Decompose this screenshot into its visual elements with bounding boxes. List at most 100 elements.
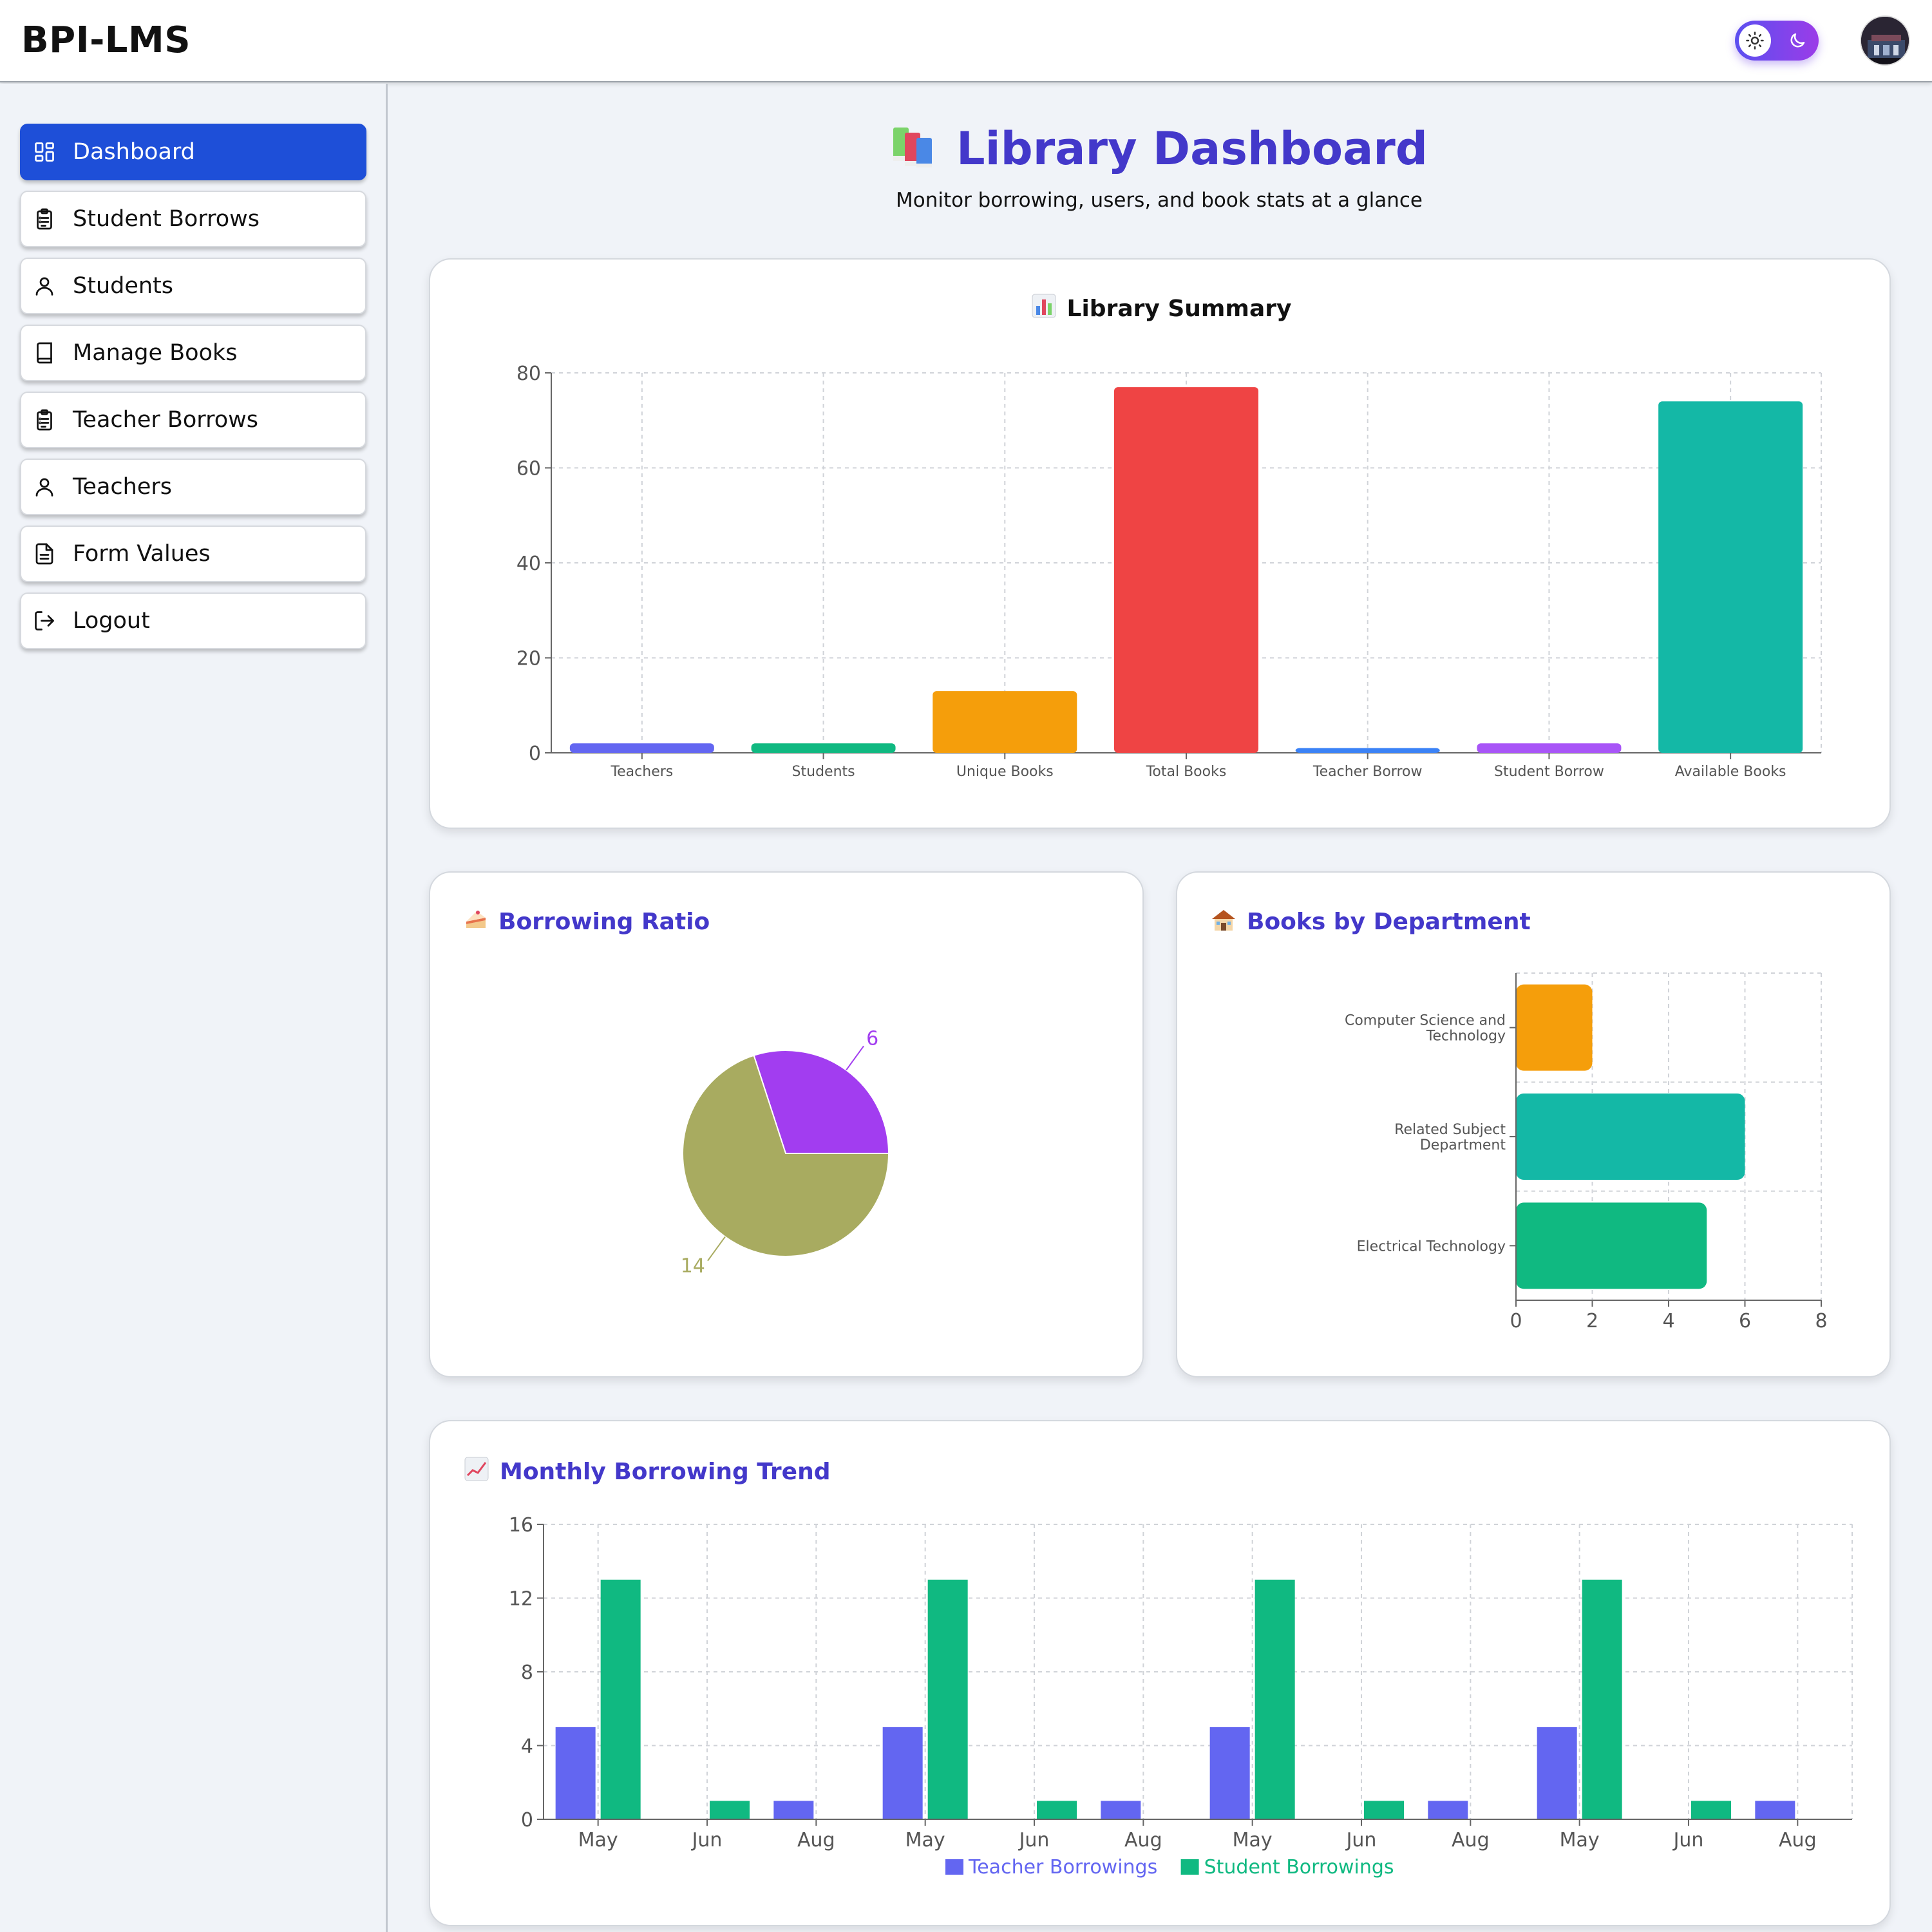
bar-total-books — [1114, 387, 1258, 753]
x-tick-label: Aug — [1779, 1829, 1817, 1852]
x-tick-label: May — [1233, 1829, 1273, 1852]
bar-teacher-borrowings — [555, 1727, 596, 1819]
x-tick-label: May — [1560, 1829, 1600, 1852]
pie-slice-1 — [682, 1054, 890, 1257]
x-tick-label: Total Books — [1146, 764, 1227, 780]
document-icon — [32, 541, 57, 567]
sidebar: Dashboard Student Borrows Students Manag… — [0, 84, 388, 1932]
x-tick-label: 0 — [1510, 1310, 1522, 1332]
sidebar-item-student-borrows[interactable]: Student Borrows — [20, 191, 366, 247]
clipboard-list-icon — [32, 206, 57, 232]
page-title: Library Dashboard — [386, 122, 1932, 180]
library-summary-chart: 0 20 40 60 80 Teachers Students Unique Books Tot… — [516, 363, 1822, 780]
avatar-image — [1861, 17, 1909, 64]
sidebar-item-label: Dashboard — [73, 139, 195, 165]
y-tick-label: 20 — [516, 648, 541, 670]
y-tick-label: Related Subject — [1394, 1122, 1506, 1138]
books-by-department-card: Books by Department Computer Science and… — [1176, 871, 1891, 1378]
y-tick-label: 4 — [521, 1736, 533, 1758]
bar-student-borrowings — [927, 1579, 968, 1819]
sidebar-item-students[interactable]: Students — [20, 258, 366, 314]
x-tick-label: May — [578, 1829, 618, 1852]
clipboard-list-icon — [32, 407, 57, 433]
monthly-borrowing-trend-title: Monthly Borrowing Trend — [464, 1456, 830, 1488]
legend-swatch — [1180, 1859, 1199, 1875]
sidebar-item-dashboard[interactable]: Dashboard — [20, 124, 366, 180]
x-tick-label: Student Borrow — [1494, 764, 1604, 780]
y-tick-label: 0 — [529, 743, 541, 765]
bar-chart-icon — [1031, 293, 1057, 325]
legend-swatch — [945, 1859, 963, 1875]
toggle-knob — [1739, 24, 1771, 57]
sidebar-item-manage-books[interactable]: Manage Books — [20, 325, 366, 381]
bar-teacher-borrowings — [882, 1727, 923, 1819]
bar-teachers — [569, 743, 714, 753]
sidebar-item-form-values[interactable]: Form Values — [20, 526, 366, 582]
cake-icon — [464, 907, 488, 938]
avatar[interactable] — [1860, 15, 1910, 66]
bar-student-borrowings — [1582, 1579, 1622, 1819]
sidebar-item-teachers[interactable]: Teachers — [20, 459, 366, 515]
library-summary-title: Library Summary — [430, 293, 1892, 325]
legend-label: Teacher Borrowings — [968, 1856, 1157, 1879]
sidebar-item-label: Form Values — [73, 541, 211, 567]
x-tick-label: 8 — [1815, 1310, 1827, 1332]
bar-student-borrowings — [1691, 1801, 1731, 1819]
user-icon — [32, 273, 57, 299]
sidebar-item-logout[interactable]: Logout — [20, 592, 366, 649]
bar-teacher-borrowings — [1428, 1801, 1468, 1819]
legend-label: Student Borrowings — [1204, 1856, 1394, 1879]
y-tick-label: Technology — [1426, 1028, 1506, 1045]
bar-student-borrowings — [600, 1579, 641, 1819]
bar-student-borrowings — [710, 1801, 750, 1819]
logout-icon — [32, 608, 57, 634]
y-tick-label: 12 — [509, 1588, 533, 1611]
bar-available-books — [1658, 401, 1803, 753]
bar-student-borrowings — [1255, 1579, 1295, 1819]
y-tick-label: 16 — [509, 1514, 533, 1537]
theme-toggle[interactable] — [1735, 21, 1819, 61]
x-tick-label: 4 — [1662, 1310, 1674, 1332]
bar-student-borrow — [1477, 743, 1622, 753]
borrowing-ratio-title-text: Borrowing Ratio — [498, 909, 710, 935]
x-tick-label: Unique Books — [956, 764, 1054, 780]
sidebar-item-teacher-borrows[interactable]: Teacher Borrows — [20, 392, 366, 448]
library-summary-card: Library Summary 0 20 40 60 80 Teachers Student… — [429, 258, 1891, 829]
book-icon — [32, 340, 57, 366]
bar-student-borrowings — [1037, 1801, 1077, 1819]
bar-teacher-borrowings — [1755, 1801, 1795, 1819]
sun-icon — [1746, 32, 1764, 50]
x-tick-label: 6 — [1739, 1310, 1751, 1332]
y-tick-label: 60 — [516, 458, 541, 480]
brand-logo-text: BPI-LMS — [21, 19, 191, 61]
bar-teacher-borrowings — [1101, 1801, 1141, 1819]
x-tick-label: Jun — [691, 1829, 723, 1852]
x-tick-label: Aug — [1124, 1829, 1162, 1852]
sidebar-item-label: Manage Books — [73, 340, 238, 366]
page-subtitle: Monitor borrowing, users, and book stats… — [895, 189, 1423, 212]
x-tick-label: 2 — [1586, 1310, 1598, 1332]
y-tick-label: 8 — [521, 1662, 533, 1684]
y-tick-label: Electrical Technology — [1357, 1238, 1506, 1255]
books-by-department-title-text: Books by Department — [1247, 909, 1531, 935]
sidebar-item-label: Student Borrows — [73, 206, 260, 232]
sidebar-item-label: Students — [73, 273, 174, 299]
pie-slice-0 — [753, 1050, 890, 1154]
library-summary-title-text: Library Summary — [1066, 296, 1292, 322]
monthly-borrowing-trend-title-text: Monthly Borrowing Trend — [500, 1459, 831, 1485]
x-tick-label: Teacher Borrow — [1312, 764, 1423, 780]
sidebar-item-label: Logout — [73, 608, 150, 634]
x-tick-label: Jun — [1018, 1829, 1050, 1852]
page-title-text: Library Dashboard — [956, 122, 1428, 175]
borrowing-ratio-card: Borrowing Ratio 6 14 — [429, 871, 1144, 1378]
bar-teacher-borrowings — [1209, 1727, 1250, 1819]
borrowing-ratio-title: Borrowing Ratio — [464, 907, 710, 938]
school-icon — [1211, 907, 1236, 938]
sidebar-item-label: Teacher Borrows — [73, 407, 258, 433]
monthly-borrowing-trend-chart: May Jun Aug May Jun Aug May Jun Aug May Jun Aug 0 4 8 1… — [509, 1514, 1853, 1879]
bar-students — [751, 743, 896, 753]
bar-student-borrowings — [1364, 1801, 1404, 1819]
bar-electrical-technology — [1516, 1202, 1707, 1289]
gridlines — [544, 1524, 1853, 1820]
